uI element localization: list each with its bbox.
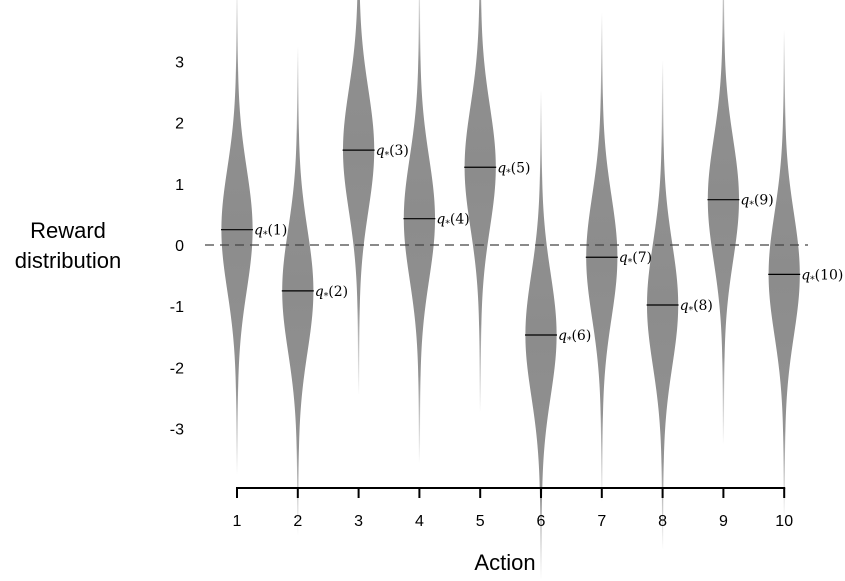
mean-marks-group: q*(1) q*(2) q*(3) q*(4) q*(5) q*(6) q*(7) q*(8)… (221, 143, 843, 346)
x-tick-label: 10 (775, 513, 793, 530)
violin-action-9 (707, 0, 739, 445)
mean-label-action-1: q*(1) (254, 223, 287, 241)
mean-label-action-5: q*(5) (497, 160, 530, 178)
y-tick-label: 0 (175, 238, 184, 255)
mean-label-action-9: q*(9) (740, 193, 773, 211)
y-tick-label: 2 (175, 116, 184, 133)
mean-label-action-7: q*(7) (619, 250, 652, 268)
mean-label-action-8: q*(8) (680, 298, 713, 316)
x-axis: 1 2 3 4 5 6 7 8 9 10 (233, 487, 793, 530)
y-tick-label: -1 (170, 299, 184, 316)
mean-label-action-3: q*(3) (376, 143, 409, 161)
x-tick-label: 2 (293, 513, 302, 530)
y-tick-label: 1 (175, 177, 184, 194)
violin-action-5 (464, 0, 496, 413)
mean-label-action-4: q*(4) (436, 212, 469, 230)
x-tick-label: 3 (354, 513, 363, 530)
violin-action-3 (343, 0, 375, 395)
x-axis-title: Action (474, 550, 535, 575)
x-tick-label: 4 (415, 513, 424, 530)
x-tick-label: 6 (537, 513, 546, 530)
mean-label-action-2: q*(2) (315, 284, 348, 302)
y-tick-label: -3 (170, 422, 184, 439)
violin-group (221, 0, 800, 580)
y-tick-label: 3 (175, 54, 184, 71)
x-tick-label: 9 (719, 513, 728, 530)
x-tick-label: 8 (658, 513, 667, 530)
x-tick-label: 5 (476, 513, 485, 530)
violin-action-1 (221, 0, 253, 475)
y-axis-title-line-1: Reward (30, 218, 106, 243)
y-axis-title-line-2: distribution (15, 248, 121, 273)
mean-label-action-6: q*(6) (558, 328, 591, 346)
x-tick-label: 1 (233, 513, 242, 530)
mean-label-action-10: q*(10) (801, 267, 843, 285)
y-tick-label: -2 (170, 360, 184, 377)
x-tick-label: 7 (597, 513, 606, 530)
violin-action-4 (403, 0, 435, 464)
y-tick-labels: 3 2 1 0 -1 -2 -3 (170, 54, 184, 438)
